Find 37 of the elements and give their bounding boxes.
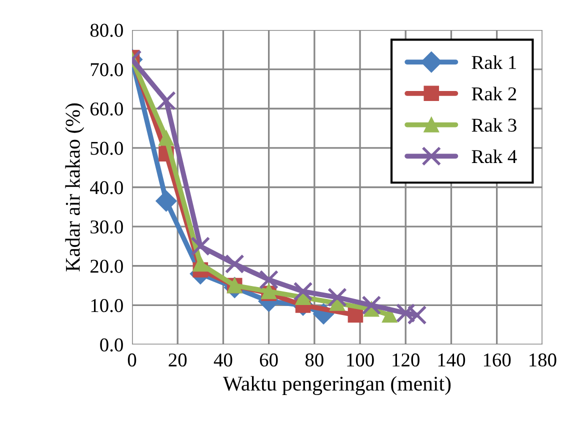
- point: [192, 256, 208, 272]
- x-tick-label: 60: [260, 353, 278, 367]
- point: [396, 303, 416, 323]
- x-axis-title: Waktu pengeringan (menit): [222, 376, 451, 396]
- x-tick-label: 140: [438, 353, 466, 367]
- x-tick-label: 0: [128, 353, 136, 367]
- y-axis-title: Kadar air kakao (%): [65, 103, 84, 272]
- y-tick-label: 20.0: [90, 260, 123, 273]
- point: [362, 295, 382, 315]
- legend-label: Rak 4: [472, 149, 517, 164]
- x-tick-label: 100: [347, 353, 374, 367]
- legend-label: Rak 2: [472, 86, 516, 100]
- point: [328, 288, 347, 308]
- y-tick-label: 10.0: [91, 299, 123, 312]
- legend-label: Rak 3: [472, 118, 516, 132]
- point: [156, 91, 176, 110]
- legend-label: Rak 1: [472, 55, 516, 70]
- x-tick-label: 120: [392, 353, 420, 367]
- x-tick-label: 20: [168, 353, 187, 367]
- y-tick-label: 70.0: [90, 63, 123, 76]
- x-tick-label: 80: [305, 353, 324, 367]
- point: [224, 254, 244, 274]
- x-tick-label: 160: [484, 353, 511, 367]
- point: [158, 130, 174, 146]
- y-tick-label: 0.0: [100, 338, 123, 352]
- x-tick-label: 40: [214, 353, 232, 367]
- point: [259, 270, 279, 290]
- y-tick-label: 60.0: [90, 102, 123, 116]
- y-tick-label: 40.0: [90, 181, 123, 194]
- point: [293, 282, 313, 302]
- point: [407, 305, 427, 325]
- y-tick-label: 80.0: [90, 24, 123, 37]
- point: [156, 190, 177, 212]
- y-tick-label: 30.0: [90, 220, 123, 234]
- point: [190, 236, 210, 256]
- y-tick-label: 50.0: [90, 142, 123, 155]
- x-tick-label: 180: [530, 353, 556, 367]
